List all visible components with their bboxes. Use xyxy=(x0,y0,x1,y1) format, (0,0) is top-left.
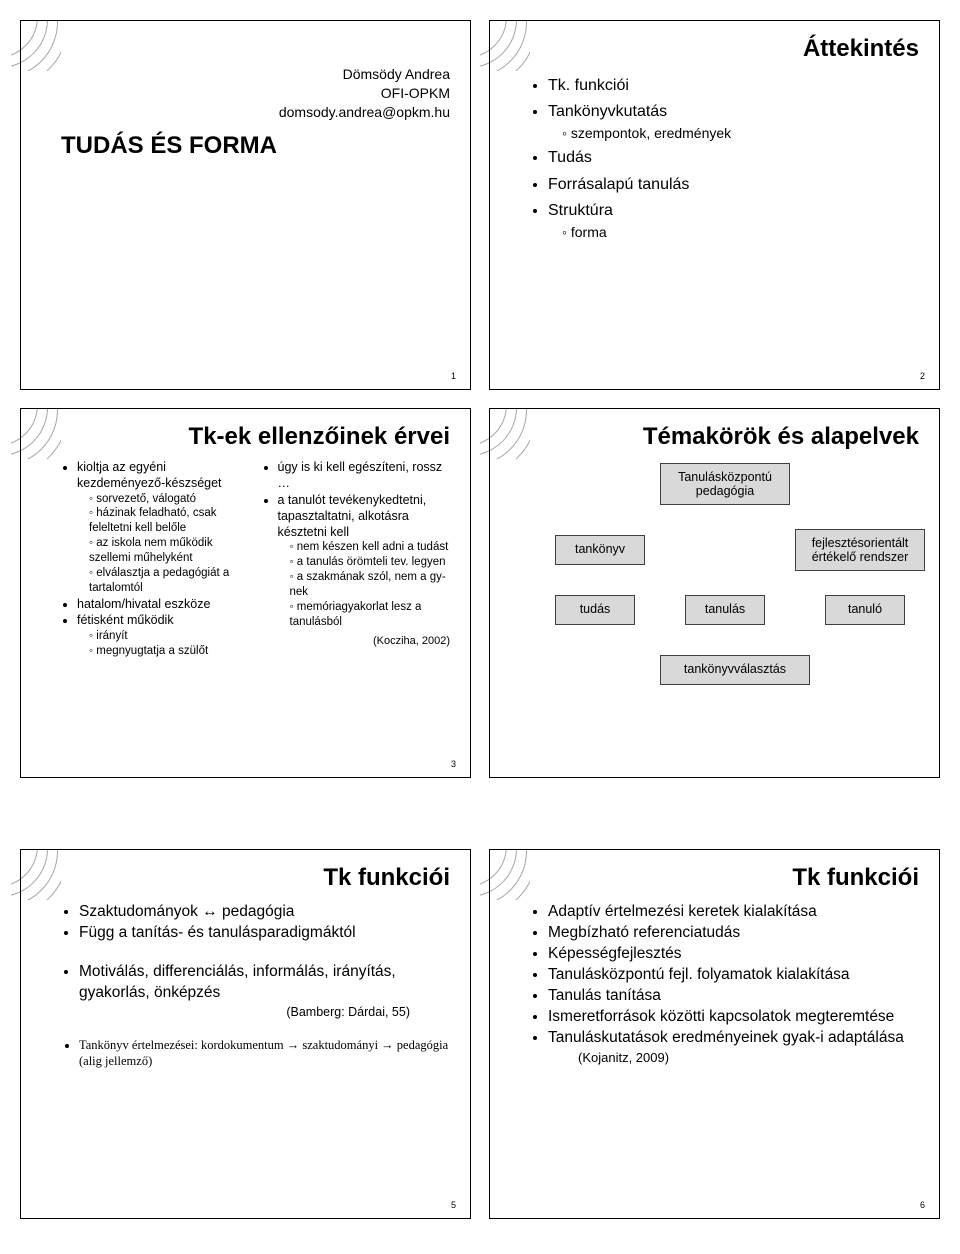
sub-item: forma xyxy=(562,223,919,243)
slide-2: Áttekintés Tk. funkciói Tankönyvkutatás … xyxy=(489,20,940,390)
diagram-box-row2c: tanuló xyxy=(825,595,905,625)
list-item: Adaptív értelmezési keretek kialakítása xyxy=(548,902,919,923)
list-item: Tanulásközpontú fejl. folyamatok kialakí… xyxy=(548,965,919,986)
page-number: 5 xyxy=(451,1200,456,1210)
slide-6: Tk funkciói Adaptív értelmezési keretek … xyxy=(489,849,940,1219)
slide-1: Dömsödy Andrea OFI-OPKM domsody.andrea@o… xyxy=(20,20,471,390)
slide-body: Szaktudományok ↔ pedagógia Függ a tanítá… xyxy=(61,902,450,1070)
slide-5: Tk funkciói Szaktudományok ↔ pedagógia F… xyxy=(20,849,471,1219)
list-item: Motiválás, differenciálás, informálás, i… xyxy=(79,962,450,1004)
list-item: kioltja az egyéni kezdeményező-készséget… xyxy=(77,459,250,596)
slide-title: Tk-ek ellenzőinek érvei xyxy=(61,423,450,451)
citation: (Bamberg: Dárdai, 55) xyxy=(61,1004,450,1021)
page-number: 6 xyxy=(920,1200,925,1210)
sub-item: a tanulás örömteli tev. legyen xyxy=(290,555,451,570)
slide-body: Adaptív értelmezési keretek kialakítása … xyxy=(530,902,919,1069)
list-item-label: kioltja az egyéni kezdeményező-készséget xyxy=(77,460,222,490)
slide-4: Témakörök és alapelvek Tanulásközpontú p… xyxy=(489,408,940,778)
slide-title: TUDÁS ÉS FORMA xyxy=(61,132,450,160)
sub-item: megnyugtatja a szülőt xyxy=(89,644,250,659)
overview-list: Tk. funkciói Tankönyvkutatás szempontok,… xyxy=(530,75,919,242)
list-item: Képességfejlesztés xyxy=(548,944,919,965)
ornament xyxy=(480,850,530,900)
list-item: hatalom/hivatal eszköze xyxy=(77,596,250,612)
citation: (Kocziha, 2002) xyxy=(262,634,451,648)
sub-item: irányít xyxy=(89,629,250,644)
list-item: Forrásalapú tanulás xyxy=(548,174,919,196)
diagram-box-row2a: tudás xyxy=(555,595,635,625)
ornament xyxy=(11,409,61,459)
diagram-box-row1a: tankönyv xyxy=(555,535,645,565)
list-item-label: fétisként működik xyxy=(77,613,174,627)
ornament xyxy=(480,409,530,459)
slide-title: Tk funkciói xyxy=(61,864,450,892)
list-item: a tanulót tevékenykedtetni, tapasztaltat… xyxy=(278,492,451,630)
list-item: fétisként működik irányít megnyugtatja a… xyxy=(77,612,250,658)
list-item-label: a tanulót tevékenykedtetni, tapasztaltat… xyxy=(278,493,427,540)
list-item: Szaktudományok ↔ pedagógia xyxy=(79,902,450,923)
ornament xyxy=(480,21,530,71)
sub-item: elválasztja a pedagógiát a tartalomtól xyxy=(89,566,250,596)
diagram-box-row1b: fejlesztésorientált értékelő rendszer xyxy=(795,529,925,571)
list-item: Ismeretforrások közötti kapcsolatok megt… xyxy=(548,1007,919,1028)
ornament xyxy=(11,21,61,71)
author-block: Dömsödy Andrea OFI-OPKM domsody.andrea@o… xyxy=(61,65,450,122)
page-number: 3 xyxy=(451,759,456,769)
row-spacer xyxy=(20,796,940,831)
page-number: 1 xyxy=(451,371,456,381)
diagram-box-bottom: tankönyvválasztás xyxy=(660,655,810,685)
sub-item: memóriagyakorlat lesz a tanulásból xyxy=(290,600,451,630)
left-column: kioltja az egyéni kezdeményező-készséget… xyxy=(61,459,250,658)
list-item: Tanulás tanítása xyxy=(548,986,919,1007)
diagram-box-row2b: tanulás xyxy=(685,595,765,625)
list-item-label: Tankönyvkutatás xyxy=(548,103,667,120)
list-item: úgy is ki kell egészíteni, rossz … xyxy=(278,459,451,492)
list-item-label: Tanuláskutatások eredményeinek gyak-i ad… xyxy=(548,1029,904,1046)
sub-item: szempontok, eredmények xyxy=(562,124,919,144)
page-number: 2 xyxy=(920,371,925,381)
author-email: domsody.andrea@opkm.hu xyxy=(61,103,450,122)
slide-title: Témakörök és alapelvek xyxy=(530,423,919,451)
list-item: Struktúra forma xyxy=(548,200,919,242)
concept-diagram: Tanulásközpontú pedagógiatankönyvfejlesz… xyxy=(530,463,919,723)
diagram-box-top: Tanulásközpontú pedagógia xyxy=(660,463,790,505)
list-item: Tudás xyxy=(548,147,919,169)
citation: (Kojanitz, 2009) xyxy=(578,1050,669,1065)
slide-title: Tk funkciói xyxy=(530,864,919,892)
sub-item: az iskola nem működik szellemi műhelykén… xyxy=(89,536,250,566)
two-column: kioltja az egyéni kezdeményező-készséget… xyxy=(61,459,450,658)
sub-item: a szakmának szól, nem a gy-nek xyxy=(290,570,451,600)
list-item: Megbízható referenciatudás xyxy=(548,923,919,944)
list-item: Tanuláskutatások eredményeinek gyak-i ad… xyxy=(548,1028,919,1070)
list-item: Függ a tanítás- és tanulásparadigmáktól xyxy=(79,923,450,944)
sub-item: nem készen kell adni a tudást xyxy=(290,540,451,555)
slide-3: Tk-ek ellenzőinek érvei kioltja az egyén… xyxy=(20,408,471,778)
ornament xyxy=(11,850,61,900)
list-item-label: Struktúra xyxy=(548,202,613,219)
right-column: úgy is ki kell egészíteni, rossz … a tan… xyxy=(262,459,451,658)
sub-item: házinak feladható, csak feleltetni kell … xyxy=(89,506,250,536)
list-item: Tankönyv értelmezései: kordokumentum → s… xyxy=(79,1037,450,1071)
author-institution: OFI-OPKM xyxy=(61,84,450,103)
author-name: Dömsödy Andrea xyxy=(61,65,450,84)
sub-item: sorvezető, válogató xyxy=(89,492,250,507)
list-item: Tankönyvkutatás szempontok, eredmények xyxy=(548,101,919,143)
slide-title: Áttekintés xyxy=(530,35,919,63)
list-item: Tk. funkciói xyxy=(548,75,919,97)
slide-grid: Dömsödy Andrea OFI-OPKM domsody.andrea@o… xyxy=(20,20,940,1219)
